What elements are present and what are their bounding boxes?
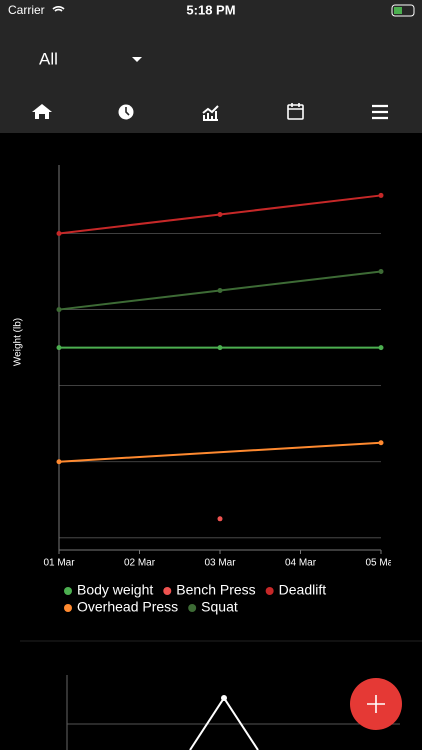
x-tick-label: 04 Mar [285, 558, 317, 569]
legend-marker [64, 604, 72, 612]
line-segment [58, 213, 221, 235]
x-tick-label: 05 Mar [365, 558, 397, 569]
data-point [56, 459, 62, 465]
x-tick-label: 02 Mar [124, 558, 156, 569]
battery-level [394, 7, 402, 14]
data-point [378, 192, 384, 198]
x-tick-label: 01 Mar [43, 558, 75, 569]
legend-label: Overhead Press [77, 599, 178, 615]
add-icon [367, 695, 385, 713]
calendar-lines [288, 103, 303, 110]
legend-marker [64, 587, 72, 595]
header [0, 0, 422, 133]
data-point [378, 269, 384, 275]
history-hand [125, 107, 130, 116]
second-chart-point [221, 695, 227, 701]
home-tab[interactable] [32, 104, 52, 119]
legend-marker [163, 587, 172, 595]
line-segment [219, 270, 382, 292]
chart-tab[interactable] [202, 105, 219, 121]
x-tick-label: 03 Mar [204, 558, 236, 569]
clock: 5:18 PM [186, 2, 235, 17]
menu-tab[interactable] [372, 104, 388, 120]
line-segment [219, 194, 382, 216]
line-segment [58, 289, 221, 311]
data-point [378, 440, 384, 446]
wifi-icon [52, 6, 65, 12]
data-point [217, 345, 223, 351]
plot: Weight (lb) 01 Mar 02 Mar 03 Mar 04 Mar 05 Ma… [13, 165, 397, 615]
legend-marker [188, 604, 197, 612]
carrier: Carrier [8, 3, 45, 17]
line-segment [58, 441, 382, 463]
dropdown-arrow[interactable] [132, 57, 142, 62]
filter-dropdown[interactable]: All [39, 49, 58, 68]
data-point [378, 345, 384, 351]
data-point [217, 211, 223, 217]
data-point [56, 230, 62, 236]
data-point [217, 516, 223, 522]
legend-label: Squat [201, 599, 238, 615]
battery [391, 4, 415, 17]
data-point [217, 288, 223, 294]
legend-marker [265, 587, 274, 595]
legend-label: Deadlift [279, 582, 327, 598]
legend-label: Body weight [77, 582, 153, 598]
legend-label: Bench Press [176, 582, 255, 598]
data-point [56, 345, 62, 351]
y-axis-label: Weight (lb) [13, 318, 24, 366]
data-point [56, 307, 62, 313]
calendar-tab[interactable] [287, 104, 304, 120]
